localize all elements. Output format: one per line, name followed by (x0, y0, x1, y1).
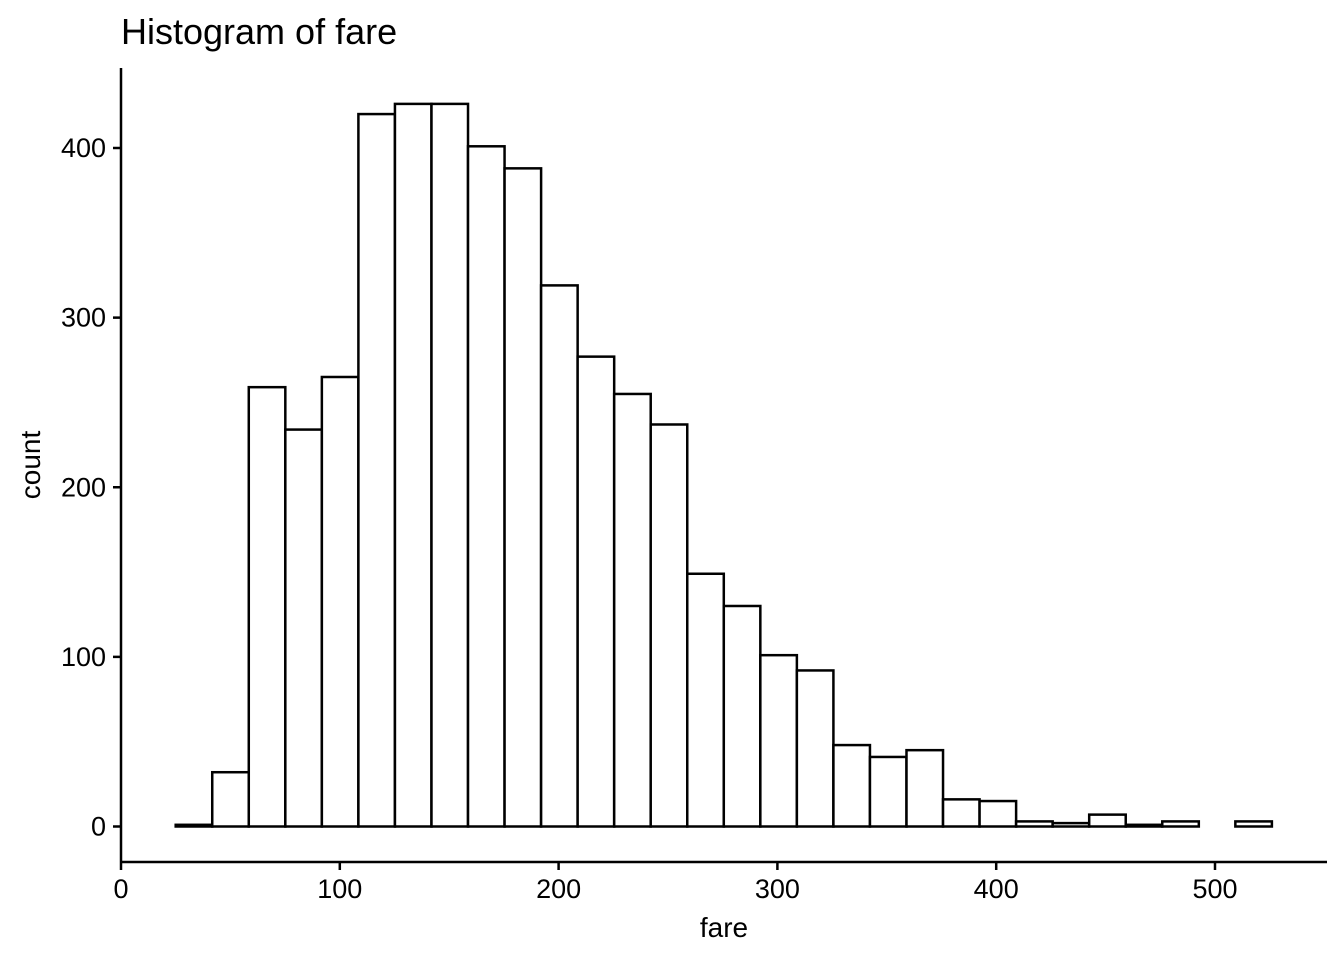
histogram-bar (320, 375, 360, 828)
x-tick-label: 400 (974, 874, 1019, 904)
histogram-bar (1051, 821, 1091, 828)
histogram-bar (686, 572, 726, 828)
histogram-bar (430, 102, 470, 828)
axes-layer (119, 68, 1327, 864)
histogram-bar (795, 669, 835, 828)
histogram-bar (503, 167, 543, 828)
y-tick-label: 0 (91, 812, 106, 842)
histogram-bar (978, 799, 1018, 828)
chart-title: Histogram of fare (121, 11, 397, 52)
histogram-bar (393, 102, 433, 828)
bars-layer (174, 102, 1274, 828)
ticks-layer: 0 100 200 300 400 500 0 100 200 300 400 (61, 133, 1238, 904)
histogram-bar (759, 653, 799, 828)
y-tick-label: 400 (61, 133, 106, 163)
histogram-bar (210, 770, 251, 828)
y-tick-label: 200 (61, 472, 106, 502)
y-axis-label: count (15, 431, 46, 500)
histogram-bar (722, 604, 762, 828)
x-tick-label: 300 (755, 874, 800, 904)
histogram-bar (868, 755, 908, 828)
histogram-bar (357, 112, 397, 828)
histogram-bar (247, 385, 287, 828)
histogram-bar (832, 743, 872, 828)
histogram-bar (649, 423, 689, 828)
x-tick-label: 0 (113, 874, 128, 904)
histogram-bar (1124, 823, 1164, 828)
histogram-bar (1161, 820, 1201, 828)
x-tick-label: 100 (317, 874, 362, 904)
histogram-bar (539, 284, 579, 828)
histogram-bar (1087, 813, 1127, 828)
histogram-bar (905, 748, 945, 828)
histogram-bar (1014, 820, 1054, 828)
y-tick-label: 300 (61, 303, 106, 333)
histogram-bar (1234, 820, 1274, 828)
x-tick-label: 200 (536, 874, 581, 904)
histogram-bar (612, 392, 652, 828)
y-tick-label: 100 (61, 642, 106, 672)
histogram-bar (174, 823, 214, 828)
histogram-bar (284, 428, 324, 828)
histogram-bar (576, 355, 616, 828)
x-tick-label: 500 (1192, 874, 1237, 904)
x-axis-label: fare (700, 912, 748, 943)
histogram-bar (941, 798, 981, 828)
histogram-bar (466, 145, 506, 828)
